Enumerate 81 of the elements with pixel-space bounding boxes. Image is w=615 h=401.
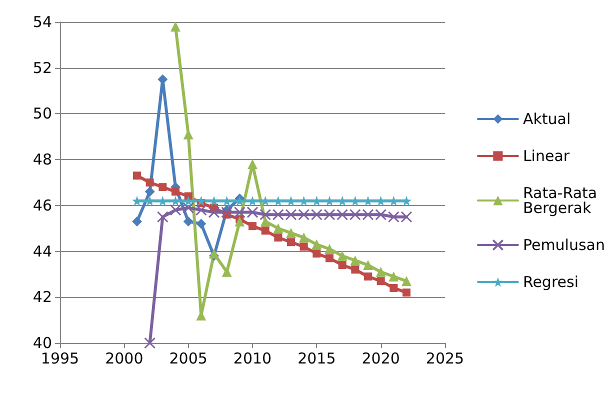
point — [144, 337, 156, 349]
legend-label: Linear — [522, 147, 570, 165]
point — [222, 266, 232, 277]
point — [273, 223, 284, 234]
point — [246, 206, 258, 218]
point — [261, 226, 270, 235]
point — [375, 208, 387, 220]
legend-label: Pemulusan — [522, 236, 605, 254]
point — [195, 204, 207, 216]
point — [234, 206, 246, 218]
point — [272, 208, 284, 220]
y-tick-label: 54 — [32, 13, 52, 31]
point — [402, 288, 410, 297]
x-tick-label: 2005 — [169, 350, 208, 368]
point — [221, 206, 233, 218]
x-tick-label: 2020 — [362, 350, 400, 368]
point — [146, 178, 154, 186]
legend-label: Aktual — [522, 110, 571, 128]
point — [390, 284, 398, 292]
point — [196, 196, 206, 206]
point — [274, 234, 282, 242]
point — [248, 222, 256, 230]
point — [402, 276, 412, 286]
point — [298, 232, 309, 243]
point — [351, 266, 360, 274]
point — [170, 204, 182, 216]
x-tick-label: 2010 — [233, 350, 272, 368]
point — [132, 216, 142, 226]
point — [364, 272, 372, 281]
legend-label: Regresi — [522, 273, 578, 291]
x-tick-label: 2000 — [105, 350, 144, 368]
point — [300, 242, 308, 251]
y-tick-label: 44 — [32, 242, 52, 260]
point — [260, 216, 270, 226]
point — [324, 244, 334, 254]
y-tick-label: 48 — [32, 150, 52, 169]
point — [133, 172, 141, 180]
point — [286, 228, 296, 238]
y-tick-label: 50 — [32, 104, 52, 123]
point — [285, 208, 297, 220]
point — [172, 188, 180, 196]
point — [336, 208, 348, 220]
point — [170, 22, 180, 32]
point — [156, 211, 168, 223]
y-tick-label: 52 — [32, 58, 52, 77]
y-tick-label: 40 — [32, 334, 52, 352]
point — [338, 261, 346, 270]
point — [182, 202, 194, 214]
point — [312, 239, 322, 250]
point — [298, 208, 310, 220]
point — [287, 238, 295, 246]
point — [376, 266, 386, 277]
point — [388, 272, 399, 282]
point — [363, 260, 373, 270]
point — [400, 211, 412, 223]
point — [350, 255, 360, 266]
point — [234, 216, 245, 226]
x-tick-label: 1995 — [40, 350, 80, 368]
point — [312, 250, 321, 258]
point — [349, 208, 361, 220]
point — [248, 159, 258, 170]
y-tick-label: 46 — [32, 196, 52, 214]
point — [144, 186, 155, 197]
point — [326, 254, 334, 262]
point — [362, 208, 374, 220]
point — [208, 206, 220, 218]
point — [183, 196, 194, 206]
legend-label: Rata-Rata Bergerak — [522, 184, 598, 217]
point — [388, 211, 400, 223]
point — [310, 208, 322, 220]
point — [376, 277, 385, 286]
y-tick-label: 42 — [32, 288, 52, 306]
x-tick-label: 2025 — [426, 350, 464, 368]
point — [324, 208, 336, 220]
point — [260, 208, 272, 220]
point — [158, 183, 167, 192]
point — [337, 250, 348, 261]
x-tick-label: 2015 — [298, 350, 336, 368]
point — [196, 218, 206, 229]
point — [183, 216, 194, 226]
point — [158, 74, 168, 84]
